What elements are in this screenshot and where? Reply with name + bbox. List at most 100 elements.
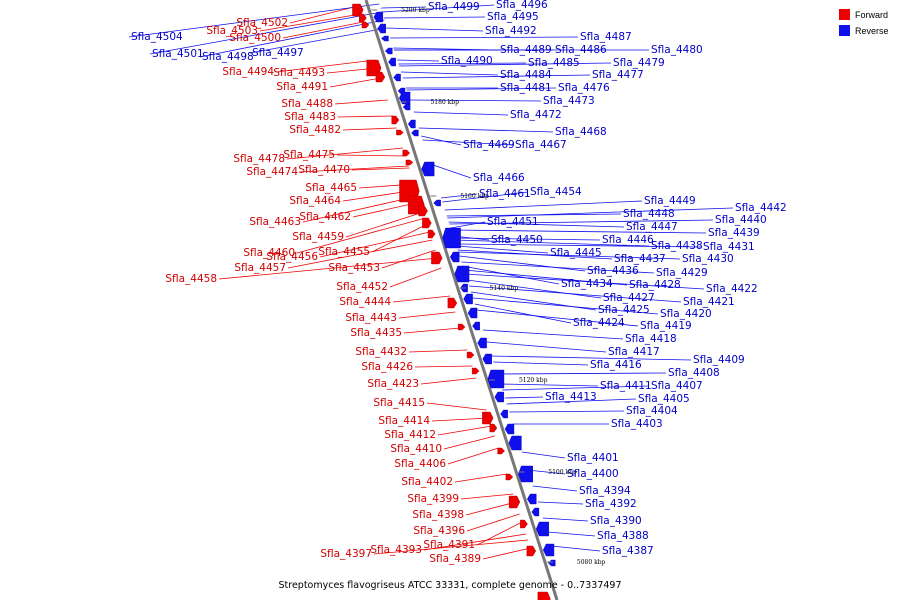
forward-leader-line xyxy=(454,473,507,483)
forward-gene-label: Sfla_4475 xyxy=(283,149,335,161)
reverse-gene xyxy=(477,337,487,349)
forward-gene-label: Sfla_4389 xyxy=(429,553,481,565)
reverse-leader-line xyxy=(461,261,655,274)
reverse-leader-line xyxy=(413,111,509,116)
legend-forward-label: Forward xyxy=(855,10,888,20)
reverse-gene-label: Sfla_4394 xyxy=(579,485,631,497)
forward-gene-label: Sfla_4397 xyxy=(320,548,372,560)
forward-leader-line xyxy=(408,349,468,353)
reverse-gene-label: Sfla_4467 xyxy=(515,139,567,151)
reverse-leader-line xyxy=(504,396,544,399)
forward-gene xyxy=(457,323,466,331)
reverse-gene-label: Sfla_4449 xyxy=(644,195,696,207)
reverse-gene-label: Sfla_4476 xyxy=(558,82,610,94)
reverse-gene-label: Sfla_4429 xyxy=(656,267,708,279)
reverse-gene-label: Sfla_4504 xyxy=(131,31,183,43)
reverse-gene xyxy=(381,35,389,42)
reverse-gene-label: Sfla_4388 xyxy=(597,530,649,542)
forward-gene xyxy=(505,473,514,481)
reverse-leader-line xyxy=(421,135,462,146)
reverse-gene-label: Sfla_4427 xyxy=(603,292,655,304)
reverse-gene xyxy=(407,119,416,129)
forward-gene-label: Sfla_4410 xyxy=(390,443,442,455)
forward-leader-line xyxy=(286,147,404,160)
forward-gene-label: Sfla_4493 xyxy=(273,67,325,79)
forward-gene-label: Sfla_4465 xyxy=(305,182,357,194)
genome-axis xyxy=(364,0,559,600)
axis-tick-label: 5160 kbp xyxy=(460,193,489,200)
forward-leader-line xyxy=(443,435,495,450)
reverse-leader-line xyxy=(149,11,382,55)
reverse-leader-line xyxy=(491,355,692,361)
forward-gene-label: Sfla_4432 xyxy=(355,346,407,358)
reverse-gene-label: Sfla_4469 xyxy=(463,139,515,151)
reverse-gene-label: Sfla_4413 xyxy=(545,391,597,403)
forward-leader-line xyxy=(381,249,436,269)
reverse-leader-line xyxy=(497,372,667,375)
forward-leader-line xyxy=(389,267,442,288)
reverse-gene-label: Sfla_4434 xyxy=(561,278,613,290)
forward-leader-line xyxy=(447,447,499,465)
reverse-gene-label: Sfla_4422 xyxy=(706,283,758,295)
forward-gene-label: Sfla_4458 xyxy=(165,273,217,285)
reverse-gene-label: Sfla_4428 xyxy=(629,279,681,291)
forward-leader-line xyxy=(466,513,520,532)
reverse-leader-line xyxy=(451,229,707,234)
forward-leader-line xyxy=(392,295,451,303)
forward-gene xyxy=(422,217,432,229)
forward-gene xyxy=(402,149,411,157)
forward-gene-label: Sfla_4494 xyxy=(222,66,274,78)
forward-leader-line xyxy=(259,13,361,32)
reverse-leader-line xyxy=(455,243,702,248)
reverse-gene xyxy=(402,103,411,111)
reverse-gene-label: Sfla_4461 xyxy=(479,188,531,200)
forward-gene xyxy=(396,129,404,136)
reverse-gene xyxy=(500,409,508,419)
reverse-gene xyxy=(542,543,555,557)
reverse-leader-line xyxy=(551,545,601,552)
reverse-gene-label: Sfla_4466 xyxy=(473,172,525,184)
reverse-gene xyxy=(433,199,441,207)
forward-gene-label: Sfla_4415 xyxy=(373,397,425,409)
reverse-leader-line xyxy=(474,303,572,324)
forward-gene xyxy=(375,71,386,83)
reverse-leader-line xyxy=(458,251,681,260)
reverse-leader-line xyxy=(448,221,625,228)
reverse-gene-label: Sfla_4468 xyxy=(555,126,607,138)
reverse-gene-label: Sfla_4438 xyxy=(651,240,703,252)
forward-leader-line xyxy=(275,59,376,73)
forward-leader-line xyxy=(426,402,487,411)
reverse-leader-line xyxy=(500,383,599,387)
forward-gene xyxy=(391,115,400,125)
forward-gene-label: Sfla_4456 xyxy=(266,251,318,263)
reverse-gene-label: Sfla_4416 xyxy=(590,359,642,371)
reverse-gene xyxy=(449,251,460,263)
forward-gene xyxy=(359,13,367,23)
reverse-gene-label: Sfla_4495 xyxy=(487,11,539,23)
reverse-gene xyxy=(547,559,556,567)
reverse-leader-line xyxy=(483,329,624,340)
forward-gene-label: Sfla_4396 xyxy=(413,525,465,537)
reverse-gene xyxy=(377,23,386,34)
reverse-gene-label: Sfla_4489 xyxy=(500,44,552,56)
reverse-leader-line xyxy=(547,531,596,537)
forward-gene-label: Sfla_4463 xyxy=(249,216,301,228)
reverse-gene-label: Sfla_4447 xyxy=(626,221,678,233)
genome-caption: Streptomyces flavogriseus ATCC 33331, co… xyxy=(279,580,622,591)
reverse-gene-label: Sfla_4436 xyxy=(587,265,639,277)
legend-forward-swatch xyxy=(839,9,850,20)
forward-gene-label: Sfla_4478 xyxy=(233,153,285,165)
forward-gene-label: Sfla_4444 xyxy=(339,296,391,308)
forward-gene-label: Sfla_4393 xyxy=(370,544,422,556)
reverse-gene xyxy=(393,73,401,82)
reverse-gene xyxy=(411,129,419,137)
reverse-leader-line xyxy=(444,200,643,211)
reverse-leader-line xyxy=(400,71,499,76)
reverse-gene xyxy=(463,293,473,305)
forward-gene xyxy=(405,159,414,166)
reverse-gene-label: Sfla_4487 xyxy=(580,31,632,43)
reverse-gene-label: Sfla_4499 xyxy=(428,1,480,13)
forward-leader-line xyxy=(334,99,388,105)
reverse-gene-label: Sfla_4454 xyxy=(530,186,582,198)
